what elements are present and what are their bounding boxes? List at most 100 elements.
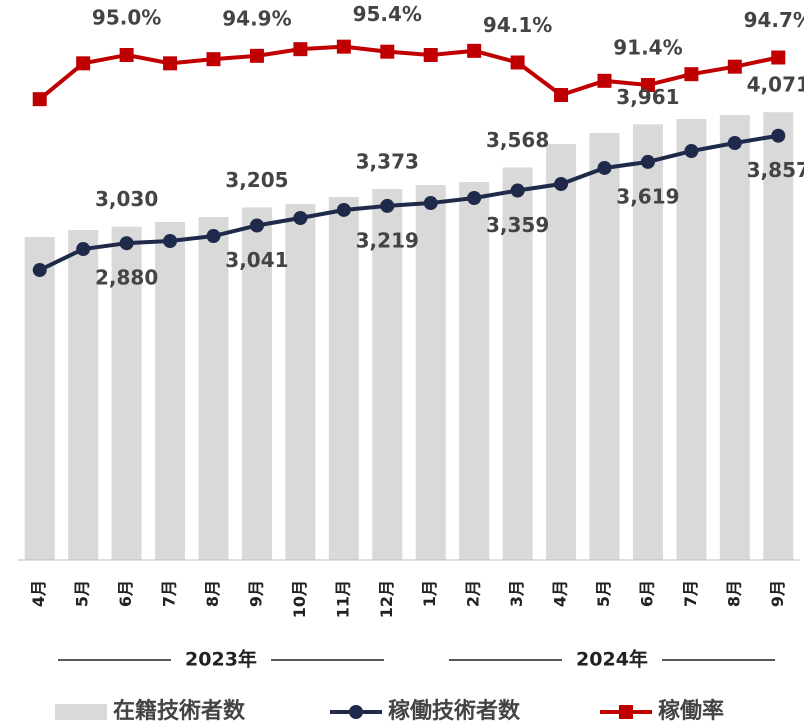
bar bbox=[111, 226, 142, 560]
data-label: 94.9% bbox=[222, 6, 291, 30]
bar bbox=[285, 204, 316, 561]
bar bbox=[546, 143, 577, 561]
data-label: 95.0% bbox=[92, 6, 161, 30]
bar bbox=[372, 188, 403, 560]
x-tick-label: 9月 bbox=[246, 580, 265, 607]
marker bbox=[293, 42, 308, 57]
marker bbox=[640, 78, 655, 92]
bar bbox=[502, 167, 533, 560]
marker bbox=[423, 48, 438, 62]
marker bbox=[771, 128, 786, 143]
x-tick-label: 5月 bbox=[73, 580, 92, 607]
bar bbox=[328, 197, 359, 560]
x-tick-label: 10月 bbox=[290, 580, 309, 618]
group-label: 2023年 bbox=[185, 648, 257, 671]
marker bbox=[640, 154, 655, 169]
data-label: 3,219 bbox=[356, 228, 419, 252]
marker bbox=[206, 229, 221, 244]
legend-label: 稼働率 bbox=[658, 698, 724, 723]
legend-marker bbox=[349, 705, 363, 719]
bar bbox=[68, 230, 99, 560]
data-label: 4,071 bbox=[747, 73, 804, 97]
marker bbox=[771, 50, 786, 65]
marker bbox=[336, 202, 351, 217]
bar bbox=[589, 132, 620, 561]
marker bbox=[163, 56, 178, 71]
marker bbox=[119, 236, 134, 251]
marker bbox=[510, 183, 525, 198]
marker bbox=[32, 263, 47, 278]
marker bbox=[510, 55, 525, 70]
x-tick-label: 5月 bbox=[594, 580, 613, 607]
marker bbox=[597, 160, 612, 175]
x-tick-label: 4月 bbox=[29, 580, 48, 607]
x-tick-label: 4月 bbox=[551, 580, 570, 607]
bar bbox=[763, 112, 794, 560]
data-label: 94.7% bbox=[744, 8, 804, 32]
line bbox=[38, 44, 779, 101]
x-tick-label: 2月 bbox=[464, 580, 483, 607]
data-label: 2,880 bbox=[95, 266, 158, 290]
marker bbox=[293, 211, 308, 226]
bar bbox=[198, 217, 229, 560]
marker bbox=[32, 92, 47, 107]
x-tick-label: 6月 bbox=[116, 580, 135, 607]
marker bbox=[206, 52, 221, 67]
data-label: 91.4% bbox=[613, 36, 682, 60]
data-label: 3,041 bbox=[225, 248, 288, 272]
bar bbox=[632, 124, 663, 560]
data-label: 95.4% bbox=[353, 2, 422, 26]
data-label: 3,359 bbox=[486, 213, 549, 237]
legend-swatch bbox=[55, 704, 107, 720]
data-label: 3,619 bbox=[616, 184, 679, 208]
x-tick-label: 7月 bbox=[681, 580, 700, 607]
marker bbox=[684, 144, 699, 159]
marker bbox=[380, 198, 395, 213]
bar bbox=[155, 221, 186, 560]
legend-label: 在籍技術者数 bbox=[113, 698, 246, 723]
bar bbox=[241, 207, 272, 560]
data-label: 3,961 bbox=[616, 85, 679, 109]
marker bbox=[380, 44, 395, 59]
marker bbox=[249, 218, 264, 233]
marker bbox=[597, 73, 612, 88]
data-label: 3,568 bbox=[486, 128, 549, 152]
group-label: 2024年 bbox=[576, 648, 648, 671]
marker bbox=[423, 196, 438, 211]
marker bbox=[119, 48, 134, 62]
data-label: 3,030 bbox=[95, 187, 158, 211]
marker bbox=[684, 67, 699, 82]
marker bbox=[554, 88, 569, 102]
x-tick-label: 3月 bbox=[507, 580, 526, 607]
legend-marker bbox=[619, 705, 633, 719]
marker bbox=[727, 135, 742, 150]
bar bbox=[676, 119, 707, 560]
x-tick-label: 8月 bbox=[203, 580, 222, 607]
marker bbox=[554, 177, 569, 192]
bar bbox=[719, 115, 750, 561]
data-label: 3,205 bbox=[225, 168, 288, 192]
bar bbox=[459, 182, 490, 561]
x-tick-label: 11月 bbox=[333, 580, 352, 618]
legend-label: 稼働技術者数 bbox=[388, 698, 521, 723]
marker bbox=[76, 242, 91, 257]
x-tick-label: 12月 bbox=[377, 580, 396, 618]
x-tick-label: 7月 bbox=[160, 580, 179, 607]
data-label: 3,373 bbox=[356, 149, 419, 173]
bar bbox=[24, 237, 55, 561]
marker bbox=[336, 39, 351, 54]
marker bbox=[76, 56, 91, 71]
x-tick-label: 9月 bbox=[768, 580, 787, 607]
x-tick-label: 6月 bbox=[637, 580, 656, 607]
marker bbox=[467, 43, 482, 58]
marker bbox=[467, 190, 482, 205]
marker bbox=[163, 234, 178, 248]
bar bbox=[415, 185, 446, 560]
line bbox=[38, 133, 779, 272]
marker bbox=[249, 48, 264, 63]
x-tick-label: 8月 bbox=[724, 580, 743, 607]
marker bbox=[727, 59, 742, 74]
x-tick-label: 1月 bbox=[420, 580, 439, 607]
data-label: 94.1% bbox=[483, 13, 552, 37]
